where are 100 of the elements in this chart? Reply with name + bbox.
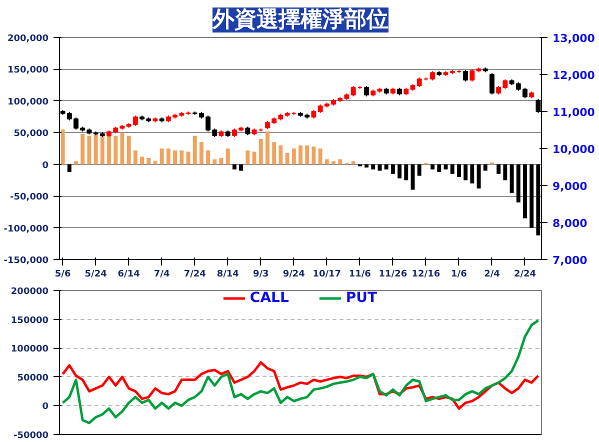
bar — [173, 150, 178, 164]
bar — [252, 152, 256, 164]
candlestick — [364, 85, 370, 97]
bar — [437, 164, 442, 172]
bar — [100, 136, 104, 164]
bar — [180, 150, 184, 164]
bar — [470, 164, 474, 184]
bar — [146, 158, 151, 164]
bar — [417, 164, 422, 176]
bar — [219, 158, 224, 164]
bar — [338, 159, 342, 164]
y-tick-label: -50,000 — [10, 192, 49, 203]
candlestick — [463, 70, 468, 82]
y-tick-label: 100000 — [10, 344, 49, 355]
x-tick-label: 11/6 — [348, 270, 371, 280]
bar — [67, 164, 72, 172]
x-tick-label: 5/24 — [84, 270, 107, 280]
bar — [140, 156, 144, 164]
bar — [464, 164, 468, 180]
bar — [332, 161, 336, 164]
x-tick-label: 2/24 — [514, 270, 536, 280]
x-tick-label: 7/24 — [184, 270, 206, 280]
bar — [510, 164, 514, 193]
bar — [496, 164, 501, 174]
bar — [199, 142, 204, 164]
bar — [133, 150, 138, 164]
bar — [298, 145, 302, 164]
bar — [305, 145, 310, 164]
candlestick — [490, 72, 494, 95]
x-tick-label: 1/6 — [451, 270, 467, 280]
bar — [530, 164, 534, 228]
bar — [404, 164, 408, 180]
y-tick-label: 100,000 — [8, 97, 49, 108]
bar — [239, 164, 244, 171]
candlestick — [416, 76, 422, 88]
bar — [450, 164, 454, 174]
bar — [60, 129, 65, 164]
bar — [503, 164, 508, 180]
bar — [120, 132, 124, 164]
bar — [312, 146, 316, 164]
y2-tick-label: 10,000 — [552, 143, 596, 156]
y-tick-label: -150,000 — [4, 256, 49, 266]
bar — [292, 148, 296, 164]
legend-label: CALL — [250, 290, 289, 306]
x-tick-label: 5/6 — [54, 270, 71, 280]
legend-label: PUT — [346, 290, 378, 306]
bar — [351, 161, 356, 164]
bar — [153, 161, 158, 164]
bar — [384, 164, 388, 170]
bar — [226, 148, 230, 164]
bar — [371, 164, 376, 170]
y2-tick-label: 11,000 — [552, 106, 596, 119]
bar — [483, 164, 488, 171]
bar — [160, 148, 164, 164]
bar — [246, 150, 250, 164]
y-tick-label: 150000 — [10, 316, 49, 326]
x-tick-label: 2/4 — [484, 270, 500, 280]
bar — [390, 164, 395, 174]
bar — [87, 136, 92, 164]
bar — [192, 136, 197, 164]
y2-tick-label: 12,000 — [552, 69, 596, 82]
bar — [476, 164, 481, 188]
bar — [516, 164, 520, 202]
y-tick-label: 50000 — [17, 373, 48, 384]
y2-tick-label: 7,000 — [552, 254, 588, 267]
y-tick-label: 200,000 — [8, 34, 49, 44]
candlestick — [350, 85, 356, 97]
bar — [232, 164, 236, 170]
y2-tick-label: 13,000 — [552, 32, 596, 45]
bar — [456, 164, 461, 178]
bar — [80, 134, 85, 164]
bar — [278, 145, 283, 164]
y-tick-label: 150,000 — [8, 66, 49, 76]
candlestick — [470, 68, 475, 82]
bar — [186, 152, 190, 164]
bar — [523, 164, 527, 218]
bar — [398, 164, 402, 178]
bar — [74, 161, 78, 164]
y-tick-label: -50000 — [13, 431, 48, 441]
bar — [94, 132, 98, 164]
bar — [266, 131, 270, 164]
bar — [126, 136, 131, 164]
x-tick-label: 10/17 — [312, 270, 342, 280]
x-tick-label: 8/14 — [216, 270, 239, 280]
bar — [166, 148, 170, 164]
bar — [212, 159, 217, 164]
x-tick-label: 9/3 — [252, 270, 269, 280]
y-tick-label: 50,000 — [14, 129, 49, 140]
x-tick-label: 12/16 — [412, 270, 440, 280]
bar — [272, 142, 276, 164]
candlestick — [132, 115, 138, 126]
bar — [324, 159, 329, 164]
y-tick-label: 0 — [42, 160, 49, 171]
line-series — [62, 319, 540, 424]
bar — [430, 164, 435, 170]
x-tick-label: 6/14 — [118, 270, 140, 280]
y2-tick-label: 8,000 — [552, 217, 588, 230]
x-tick-label: 9/24 — [282, 270, 305, 280]
bar — [206, 150, 210, 164]
bar — [258, 138, 263, 164]
